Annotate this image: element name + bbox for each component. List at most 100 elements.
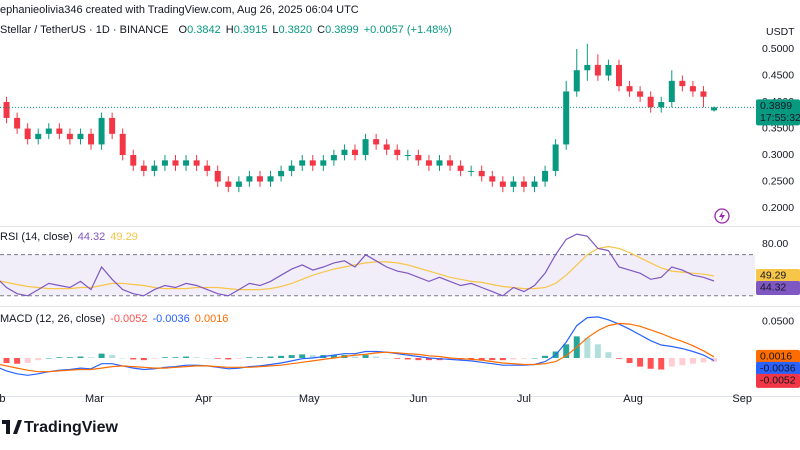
last-value: 44.32 <box>760 282 786 294</box>
candle-body <box>594 64 601 76</box>
last-price: 0.3899 <box>760 100 792 112</box>
candle-body <box>520 181 527 187</box>
pane-title: RSI (14, close) 44.32 49.29 <box>0 231 138 243</box>
histogram-bar <box>425 357 432 361</box>
histogram-bar <box>130 357 137 360</box>
histogram-bar <box>309 355 316 358</box>
candle-body <box>172 160 179 166</box>
histogram-bar <box>66 357 73 358</box>
histogram-bar <box>658 357 665 370</box>
candle-body <box>119 133 126 156</box>
last-price-box <box>756 99 800 126</box>
candle-body <box>563 91 570 145</box>
candle-body <box>193 160 200 166</box>
x-tick-label: Jul <box>517 393 531 405</box>
change: +0.0057 (+1.48%) <box>364 24 452 36</box>
histogram-bar <box>637 357 644 367</box>
candle-body <box>615 64 622 87</box>
candle-body <box>658 102 665 108</box>
histogram-bar <box>24 357 31 364</box>
candle-body <box>214 170 221 182</box>
last-value-box <box>756 361 800 376</box>
candle-body <box>341 149 348 156</box>
ohlc-label: O <box>179 24 188 36</box>
histogram-bar <box>711 357 718 362</box>
ohlc-value: 0.3899 <box>325 24 359 36</box>
candle-body <box>88 133 95 145</box>
candle-body <box>246 176 253 182</box>
candle-body <box>320 160 327 166</box>
line <box>0 316 715 376</box>
histogram-bar <box>542 355 549 358</box>
histogram-bar <box>288 355 295 358</box>
brand: TradingView <box>24 419 119 436</box>
y-tick-label: 0.3000 <box>762 149 794 161</box>
histogram-bar <box>383 357 390 359</box>
x-tick-label: Mar <box>85 393 104 405</box>
x-tick-label: Sep <box>732 393 752 405</box>
candle-body <box>394 149 401 156</box>
axis-unit: USDT <box>766 26 795 38</box>
candle-body <box>151 165 158 171</box>
candle-body <box>235 181 242 187</box>
legend-value: -0.0036 <box>152 313 189 325</box>
histogram-bar <box>172 357 179 358</box>
histogram-bar <box>204 357 211 359</box>
y-tick-label: 0.4500 <box>762 69 794 81</box>
histogram-bar <box>98 353 105 358</box>
candle-body <box>267 176 274 182</box>
candle-body <box>447 160 454 166</box>
candle-body <box>56 128 63 134</box>
histogram-bar <box>3 357 10 364</box>
candle-body <box>278 170 285 177</box>
y-tick-label: 80.00 <box>762 238 788 250</box>
histogram-bar <box>447 357 454 360</box>
x-tick-label: Feb <box>0 393 5 405</box>
legend-value: 44.32 <box>78 231 106 243</box>
candle-body <box>425 160 432 166</box>
x-tick-label: Apr <box>195 393 212 405</box>
histogram-bar <box>256 357 263 358</box>
candle-body <box>499 181 506 187</box>
x-tick-label: Jun <box>409 393 427 405</box>
credit: ephanieolivia346 created with TradingVie… <box>0 4 359 16</box>
histogram-bar <box>700 357 707 363</box>
histogram-bar <box>584 337 591 358</box>
histogram-bar <box>510 357 517 360</box>
ohlc-label: H <box>226 24 234 36</box>
candle-body <box>204 165 211 171</box>
candle-body <box>3 102 10 118</box>
candle-body <box>225 181 232 187</box>
histogram-bar <box>531 357 538 359</box>
histogram-bar <box>109 355 116 358</box>
histogram-bar <box>415 357 422 361</box>
ohlc-label: L <box>272 24 278 36</box>
rsi-band <box>0 254 755 296</box>
candle-body <box>679 80 686 87</box>
line <box>0 233 715 297</box>
histogram-bar <box>520 357 527 359</box>
histogram-bar <box>14 357 21 364</box>
ohlc-value: 0.3820 <box>278 24 312 36</box>
alert-icon[interactable] <box>714 208 730 224</box>
histogram-bar <box>499 357 506 361</box>
histogram-bar <box>235 357 242 359</box>
candle-body <box>700 91 707 97</box>
last-value-box <box>756 268 800 283</box>
candle-body <box>130 155 137 166</box>
last-value-box <box>756 373 800 388</box>
candle-body <box>626 86 633 92</box>
candle-body <box>77 133 84 140</box>
candle-body <box>98 117 105 145</box>
histogram-bar <box>605 352 612 358</box>
histogram-bar <box>119 357 126 359</box>
histogram-bar <box>615 357 622 359</box>
histogram-bar <box>246 357 253 358</box>
candle-body <box>352 149 359 156</box>
pane-title-text: RSI (14, close) <box>0 231 73 243</box>
candle-body <box>45 128 52 134</box>
candle-body <box>510 181 517 187</box>
candle-body <box>161 160 168 166</box>
